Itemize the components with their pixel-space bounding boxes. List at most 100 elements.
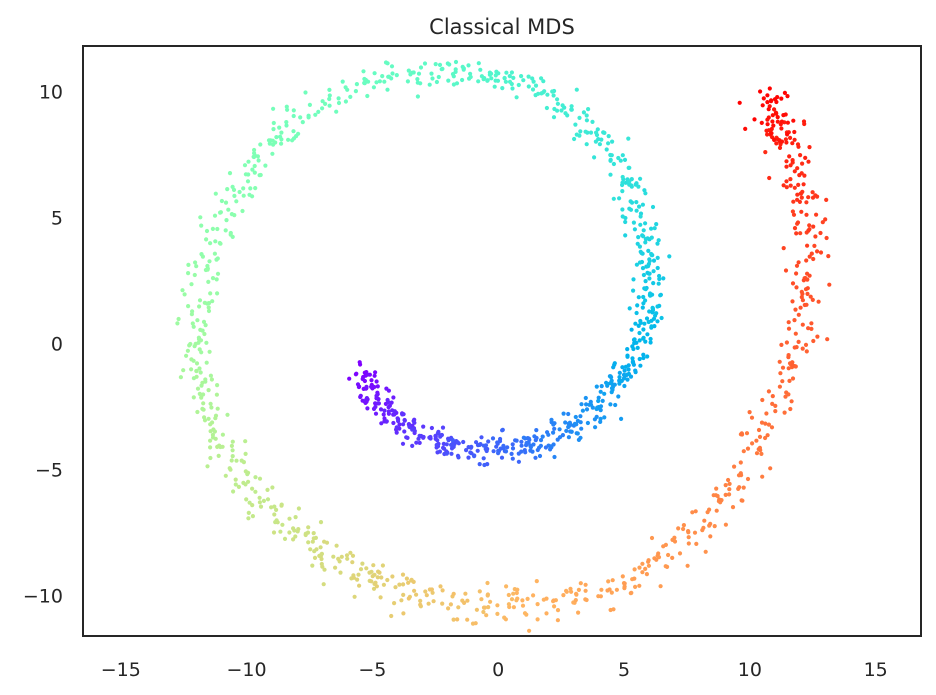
scatter-point xyxy=(365,406,370,411)
scatter-point xyxy=(637,338,642,343)
scatter-point xyxy=(257,500,262,505)
scatter-point xyxy=(788,177,793,182)
scatter-point xyxy=(592,155,597,160)
scatter-point xyxy=(610,578,615,583)
scatter-point xyxy=(771,123,776,128)
scatter-point xyxy=(386,74,391,79)
scatter-point xyxy=(515,596,520,601)
scatter-point xyxy=(685,563,690,568)
scatter-point xyxy=(176,316,181,322)
scatter-point xyxy=(666,552,671,558)
scatter-point xyxy=(495,611,500,617)
scatter-point xyxy=(206,388,211,393)
scatter-point xyxy=(380,74,385,79)
scatter-point xyxy=(336,556,341,562)
x-tick-label: 15 xyxy=(864,659,888,681)
scatter-point xyxy=(507,74,512,79)
scatter-point xyxy=(385,397,390,403)
scatter-point xyxy=(632,576,637,581)
scatter-point xyxy=(551,93,556,98)
scatter-point xyxy=(614,587,620,592)
scatter-point xyxy=(784,390,789,395)
scatter-point xyxy=(379,575,384,580)
scatter-point xyxy=(225,412,230,417)
scatter-point xyxy=(422,61,428,66)
scatter-point xyxy=(250,167,255,172)
scatter-point xyxy=(820,220,825,225)
scatter-point xyxy=(575,418,581,423)
scatter-point xyxy=(823,217,828,222)
scatter-point xyxy=(261,498,266,503)
scatter-point xyxy=(641,336,646,341)
scatter-point xyxy=(310,539,315,544)
scatter-point xyxy=(494,69,499,74)
scatter-point xyxy=(737,100,742,105)
scatter-point xyxy=(824,197,829,202)
scatter-point xyxy=(778,371,783,376)
scatter-point xyxy=(661,276,666,281)
scatter-point xyxy=(642,321,647,326)
scatter-point xyxy=(749,415,755,420)
scatter-point xyxy=(608,157,613,162)
scatter-point xyxy=(447,62,452,67)
scatter-point xyxy=(605,381,610,387)
scatter-point xyxy=(781,246,786,251)
scatter-point xyxy=(816,299,821,304)
scatter-point xyxy=(654,222,659,227)
scatter-point xyxy=(493,73,498,78)
scatter-point xyxy=(780,379,785,384)
scatter-point xyxy=(274,135,279,140)
scatter-point xyxy=(790,376,796,381)
scatter-point xyxy=(715,493,720,499)
scatter-point xyxy=(258,504,264,509)
scatter-point xyxy=(586,107,591,112)
scatter-point xyxy=(602,391,607,396)
scatter-point xyxy=(274,507,279,512)
scatter-point xyxy=(381,582,386,587)
scatter-point xyxy=(638,363,643,368)
scatter-point xyxy=(284,120,289,125)
scatter-point xyxy=(609,386,615,391)
scatter-point xyxy=(640,305,645,310)
scatter-point xyxy=(449,442,454,447)
scatter-point xyxy=(244,497,249,502)
scatter-point xyxy=(465,617,470,622)
scatter-point xyxy=(656,551,661,556)
scatter-point xyxy=(648,340,653,345)
scatter-point xyxy=(362,399,367,404)
scatter-point xyxy=(584,597,589,603)
scatter-point xyxy=(798,231,803,236)
scatter-point xyxy=(228,232,233,237)
scatter-point xyxy=(560,433,566,438)
scatter-point xyxy=(622,584,627,589)
scatter-point xyxy=(790,281,796,286)
scatter-point xyxy=(214,257,219,262)
scatter-point xyxy=(546,432,551,437)
scatter-point xyxy=(760,474,765,479)
scatter-point xyxy=(258,172,263,178)
scatter-point xyxy=(578,581,583,586)
scatter-point xyxy=(415,94,420,99)
scatter-point xyxy=(246,159,251,164)
scatter-point xyxy=(799,209,804,214)
scatter-point xyxy=(788,163,793,168)
scatter-point xyxy=(446,78,451,83)
scatter-point xyxy=(555,97,560,102)
scatter-point xyxy=(509,597,515,602)
scatter-point xyxy=(803,155,808,160)
scatter-point xyxy=(620,574,625,579)
scatter-point xyxy=(208,455,213,461)
scatter-point xyxy=(229,458,234,463)
scatter-point xyxy=(780,365,786,370)
scatter-point xyxy=(584,118,590,123)
scatter-point xyxy=(510,456,515,461)
scatter-point xyxy=(796,312,801,317)
scatter-point xyxy=(187,343,192,348)
scatter-point xyxy=(777,138,782,143)
scatter-point xyxy=(495,78,501,83)
scatter-point xyxy=(802,173,807,178)
scatter-point xyxy=(631,220,637,225)
scatter-point xyxy=(792,318,797,323)
scatter-point xyxy=(213,239,218,244)
scatter-point xyxy=(206,308,212,314)
